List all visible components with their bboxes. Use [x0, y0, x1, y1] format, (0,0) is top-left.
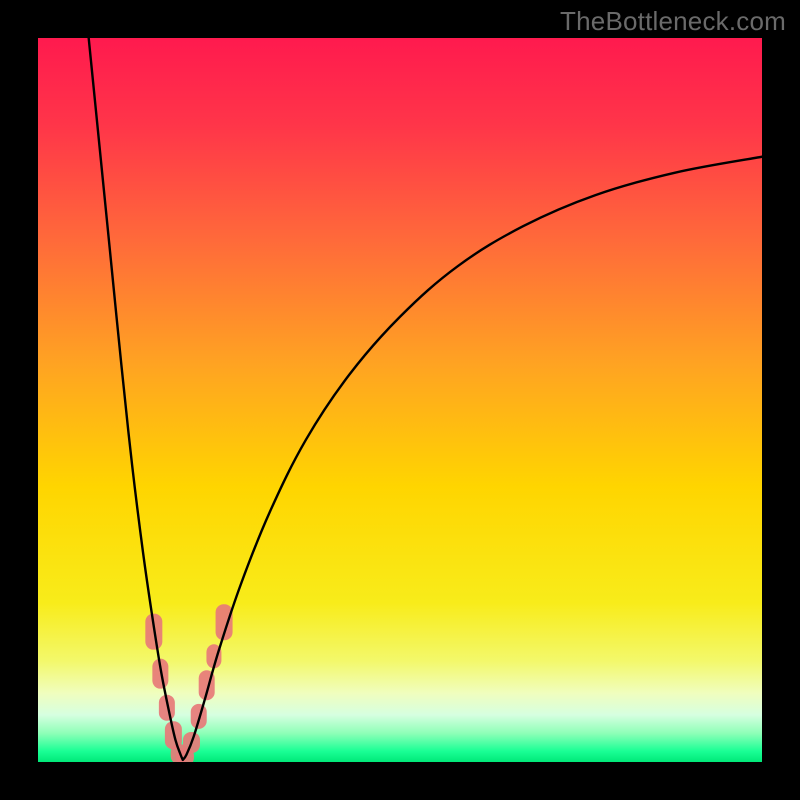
figure-outer: TheBottleneck.com: [0, 0, 800, 800]
plot-area: [38, 38, 762, 762]
bottleneck-gradient-chart: [38, 38, 762, 762]
background-gradient-rect: [38, 38, 762, 762]
watermark-text: TheBottleneck.com: [560, 6, 786, 37]
